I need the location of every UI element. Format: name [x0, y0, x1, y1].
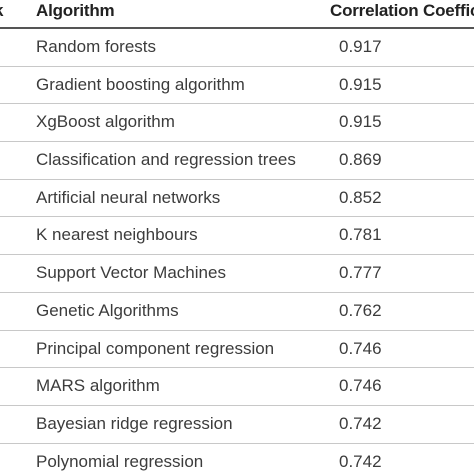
cell-correlation: 0.869	[339, 150, 382, 170]
cell-correlation: 0.852	[339, 187, 382, 207]
table-row: Principal component regression 0.746	[0, 331, 474, 369]
table-row: Genetic Algorithms 0.762	[0, 293, 474, 331]
table-row: Gradient boosting algorithm 0.915	[0, 67, 474, 105]
cell-algorithm: Random forests	[36, 37, 156, 56]
table-row: Classification and regression trees 0.86…	[0, 142, 474, 180]
table-header-row: k Algorithm Correlation Coeffic	[0, 0, 474, 27]
cell-algorithm: Artificial neural networks	[36, 187, 221, 207]
cell-algorithm: Classification and regression trees	[36, 150, 296, 170]
cell-algorithm: XgBoost algorithm	[36, 112, 175, 132]
table-row: Bayesian ridge regression 0.742	[0, 406, 474, 444]
cell-correlation: 0.762	[339, 300, 382, 320]
header-algorithm: Algorithm	[36, 1, 115, 20]
table-body: Random forests 0.917 Gradient boosting a…	[0, 29, 474, 474]
table-row: Artificial neural networks 0.852	[0, 180, 474, 218]
cell-correlation: 0.777	[339, 263, 382, 283]
header-divider	[0, 27, 474, 29]
table-row: K nearest neighbours 0.781	[0, 217, 474, 256]
cell-correlation: 0.917	[339, 37, 382, 56]
cell-correlation: 0.781	[339, 225, 382, 245]
header-rank: k	[0, 1, 3, 21]
cell-algorithm: Principal component regression	[36, 338, 275, 358]
cell-correlation: 0.746	[339, 376, 382, 396]
header-correlation-coefficient: Correlation Coeffic	[330, 1, 474, 20]
table-row: MARS algorithm 0.746	[0, 368, 474, 406]
cell-correlation: 0.915	[339, 74, 382, 94]
cell-correlation: 0.742	[339, 413, 382, 433]
table-row: XgBoost algorithm 0.915	[0, 104, 474, 143]
table-row: Polynomial regression 0.742	[0, 444, 474, 474]
cell-algorithm: Polynomial regression	[36, 451, 204, 471]
cell-correlation: 0.746	[339, 338, 382, 358]
table-row: Support Vector Machines 0.777	[0, 255, 474, 293]
cell-algorithm: MARS algorithm	[36, 376, 160, 396]
cell-correlation: 0.742	[339, 451, 382, 471]
cell-algorithm: Gradient boosting algorithm	[36, 74, 245, 94]
cell-algorithm: Bayesian ridge regression	[36, 413, 233, 433]
table-row: Random forests 0.917	[0, 29, 474, 67]
cell-correlation: 0.915	[339, 112, 382, 132]
cell-algorithm: Support Vector Machines	[36, 263, 226, 283]
cell-algorithm: Genetic Algorithms	[36, 300, 179, 320]
cell-algorithm: K nearest neighbours	[36, 225, 198, 245]
